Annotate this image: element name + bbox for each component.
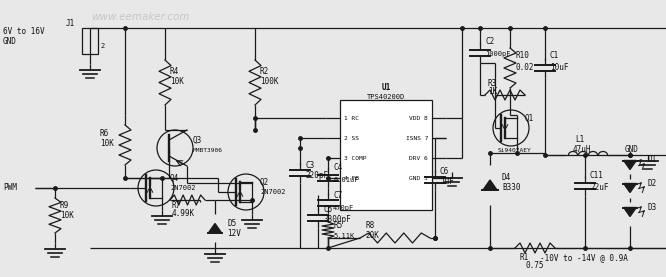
Text: 2 SS: 2 SS	[344, 135, 359, 140]
Polygon shape	[208, 224, 221, 232]
Text: 10uF: 10uF	[550, 63, 569, 71]
Text: 20K: 20K	[365, 230, 379, 240]
Text: 100K: 100K	[260, 78, 278, 86]
Text: 4.99K: 4.99K	[172, 209, 195, 219]
Text: 5.11K: 5.11K	[333, 233, 354, 239]
Text: 12V: 12V	[227, 229, 241, 237]
Text: 2: 2	[100, 43, 105, 49]
Bar	[82, 28, 98, 54]
Text: C11: C11	[590, 171, 604, 179]
Text: GND: GND	[3, 37, 17, 47]
Text: 22uF: 22uF	[590, 183, 609, 191]
Text: R7: R7	[172, 201, 181, 211]
Text: 10K: 10K	[60, 212, 74, 220]
Text: 2N7002: 2N7002	[170, 185, 196, 191]
Text: R4: R4	[170, 68, 179, 76]
Text: C3: C3	[305, 160, 314, 170]
Text: 10K: 10K	[100, 138, 114, 147]
Text: C1: C1	[550, 50, 559, 60]
Text: R1: R1	[520, 253, 529, 263]
Text: 0.02: 0.02	[515, 63, 533, 71]
Text: GND: GND	[625, 145, 639, 153]
Text: R10: R10	[515, 50, 529, 60]
Text: Si9407AEY: Si9407AEY	[498, 147, 531, 153]
Text: 1uF: 1uF	[440, 178, 454, 186]
Text: D2: D2	[648, 178, 657, 188]
Text: MMBT3906: MMBT3906	[193, 147, 223, 153]
Text: R6: R6	[100, 129, 109, 137]
Text: 1K: 1K	[488, 88, 498, 96]
Polygon shape	[623, 207, 636, 217]
Text: D5: D5	[227, 219, 236, 227]
Text: J1: J1	[65, 19, 75, 29]
Text: 2N7002: 2N7002	[260, 189, 286, 195]
Text: R8: R8	[365, 222, 374, 230]
Text: 6V to 16V: 6V to 16V	[3, 27, 45, 35]
Text: Q1: Q1	[525, 114, 534, 122]
Text: PWM: PWM	[3, 183, 17, 193]
Text: R3: R3	[488, 78, 498, 88]
Text: D3: D3	[648, 202, 657, 212]
Text: DRV 6: DRV 6	[409, 155, 428, 160]
Text: 470pF: 470pF	[333, 205, 354, 211]
Text: C7: C7	[333, 191, 342, 201]
Text: 10K: 10K	[170, 78, 184, 86]
Text: R9: R9	[60, 201, 69, 211]
Text: 220pF: 220pF	[305, 171, 328, 179]
Text: C2: C2	[485, 37, 494, 47]
Text: R5: R5	[333, 222, 342, 230]
Text: D4: D4	[502, 173, 511, 181]
Text: Q4: Q4	[170, 173, 179, 183]
Text: ISNS 7: ISNS 7	[406, 135, 428, 140]
Text: R2: R2	[260, 68, 269, 76]
Text: 1 RC: 1 RC	[344, 116, 359, 120]
Polygon shape	[623, 160, 636, 170]
Text: 3300pF: 3300pF	[323, 216, 351, 224]
Polygon shape	[623, 183, 636, 193]
Text: 47uH: 47uH	[573, 145, 591, 153]
Text: 0.75: 0.75	[525, 261, 543, 271]
Text: GND 5: GND 5	[409, 176, 428, 181]
Text: D1: D1	[648, 155, 657, 165]
Text: C6: C6	[440, 168, 450, 176]
Text: Q2: Q2	[260, 178, 269, 186]
Polygon shape	[483, 180, 497, 190]
Text: www.eemaker.com: www.eemaker.com	[91, 12, 189, 22]
Text: L1: L1	[575, 135, 584, 145]
Text: 4 FB: 4 FB	[344, 176, 359, 181]
Text: 0.01uF: 0.01uF	[333, 177, 358, 183]
Text: 3 COMP: 3 COMP	[344, 155, 366, 160]
Text: 1000pF: 1000pF	[485, 51, 511, 57]
Text: B330: B330	[502, 183, 521, 191]
Text: C5: C5	[323, 206, 332, 214]
Text: U1: U1	[382, 83, 391, 93]
Bar	[340, 100, 432, 210]
Text: -10V to -14V @ 0.9A: -10V to -14V @ 0.9A	[540, 253, 628, 263]
Text: VDD 8: VDD 8	[409, 116, 428, 120]
Text: TPS40200D: TPS40200D	[367, 94, 405, 100]
Text: C4: C4	[333, 163, 342, 173]
Text: Q3: Q3	[193, 135, 202, 145]
